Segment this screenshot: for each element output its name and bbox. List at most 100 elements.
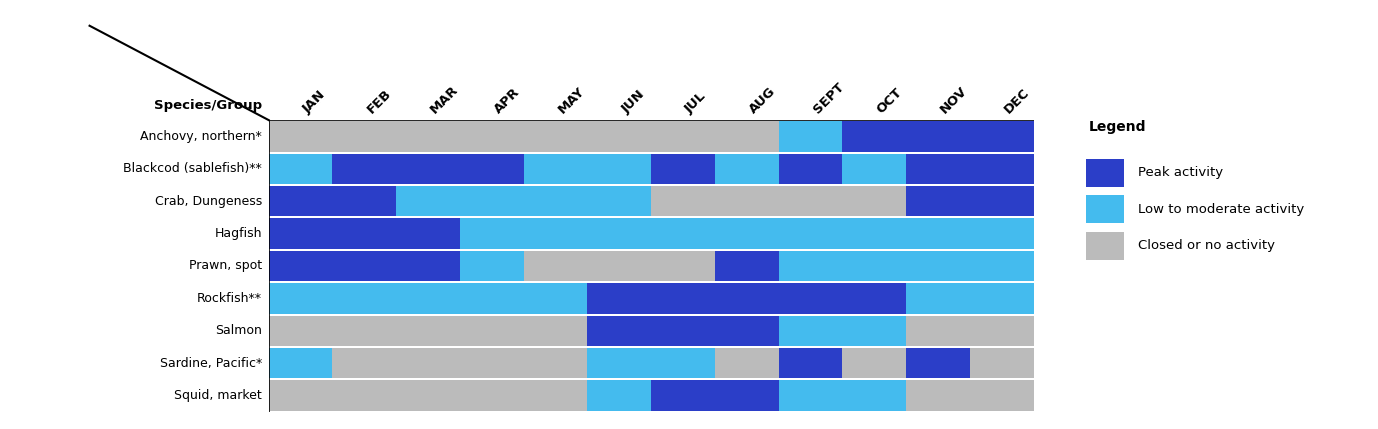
Text: MAY: MAY [555,84,587,116]
Bar [397,283,460,314]
Bar [907,121,970,151]
Bar [842,316,907,346]
Bar [460,348,524,378]
Text: JUL: JUL [683,90,710,116]
Bar [587,381,650,411]
Bar [524,218,587,249]
Bar [970,348,1034,378]
Bar [269,251,332,281]
Bar [524,283,587,314]
Text: AUG: AUG [747,85,779,116]
Bar [715,381,779,411]
Bar [907,218,970,249]
Text: Rockfish**: Rockfish** [197,292,262,305]
Bar [779,381,842,411]
Bar [269,154,332,184]
Bar [460,186,524,216]
Text: APR: APR [492,85,522,116]
Bar [907,251,970,281]
Bar [652,121,715,151]
Bar [332,381,397,411]
Bar [397,251,460,281]
Text: Species/Group: Species/Group [154,99,262,112]
Bar [332,348,397,378]
Bar [779,348,842,378]
Bar [332,251,397,281]
Bar [715,218,779,249]
Bar [587,218,650,249]
Bar [460,154,524,184]
Bar [970,283,1034,314]
Bar [587,348,650,378]
Bar [970,154,1034,184]
Bar [970,218,1034,249]
Text: Crab, Dungeness: Crab, Dungeness [154,195,262,208]
Bar [715,283,779,314]
Text: Blackcod (sablefish)**: Blackcod (sablefish)** [123,162,262,175]
Bar [779,283,842,314]
Bar [587,283,650,314]
Bar [842,186,907,216]
Bar [715,154,779,184]
Bar [779,186,842,216]
Text: JAN: JAN [300,88,328,116]
Bar [460,283,524,314]
Text: Low to moderate activity: Low to moderate activity [1138,202,1305,216]
Bar [587,154,650,184]
Bar [460,218,524,249]
Bar [460,316,524,346]
Bar [587,251,650,281]
Bar [269,316,332,346]
Bar [779,154,842,184]
Bar [970,381,1034,411]
Bar [907,154,970,184]
Bar [970,251,1034,281]
Bar [524,348,587,378]
Text: FEB: FEB [364,87,394,116]
Bar [397,348,460,378]
Bar [397,186,460,216]
Bar [907,381,970,411]
Text: NOV: NOV [938,84,970,116]
Bar [397,381,460,411]
Bar [460,251,524,281]
Bar [652,251,715,281]
Bar [842,121,907,151]
Bar [332,218,397,249]
Bar [715,251,779,281]
Bar [332,186,397,216]
Bar [715,316,779,346]
Bar [524,381,587,411]
Bar [715,186,779,216]
Bar [652,218,715,249]
Bar [907,186,970,216]
Bar [397,154,460,184]
Bar [587,121,650,151]
Text: OCT: OCT [874,85,904,116]
Bar [652,186,715,216]
Bar [842,283,907,314]
Text: SEPT: SEPT [810,80,846,116]
Bar [652,381,715,411]
Bar [652,316,715,346]
Bar [970,121,1034,151]
Bar [907,348,970,378]
Bar [524,316,587,346]
Text: Legend: Legend [1089,120,1146,134]
Bar [779,121,842,151]
Bar [269,348,332,378]
Bar [269,186,332,216]
Bar [842,381,907,411]
Bar [269,121,332,151]
Bar [460,381,524,411]
Bar [332,121,397,151]
Bar [524,154,587,184]
Bar [524,186,587,216]
Bar [397,316,460,346]
Bar [587,186,650,216]
Bar [652,154,715,184]
Bar [269,218,332,249]
Bar [332,283,397,314]
Bar [332,316,397,346]
Bar [652,283,715,314]
